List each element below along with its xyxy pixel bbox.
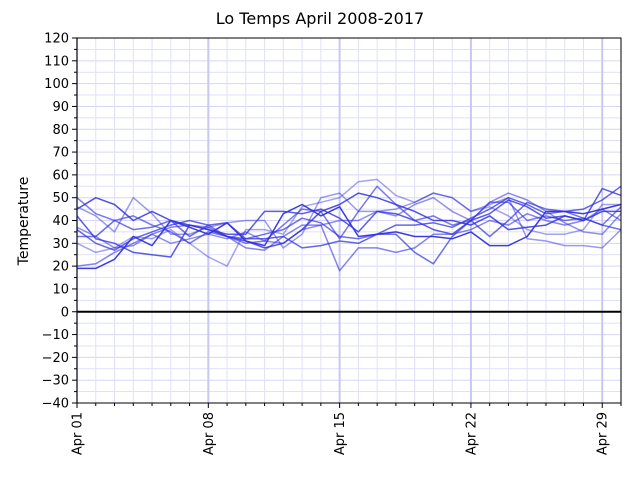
x-axis-ticks: Apr 01 Apr 08 Apr 15 Apr 22 Apr 29: [71, 403, 622, 455]
y-tick-label: 30: [52, 237, 69, 252]
y-tick-label: 10: [52, 282, 69, 297]
x-tick-label: Apr 01: [71, 412, 86, 455]
y-tick-label: 100: [44, 77, 69, 92]
series-lines: [76, 178, 622, 272]
y-tick-label: 70: [52, 146, 69, 161]
y-tick-label: −10: [42, 328, 69, 343]
y-tick-label: −20: [42, 351, 69, 366]
series-line-5: [77, 201, 622, 265]
series-line-4: [76, 185, 622, 251]
y-tick-label: 40: [52, 214, 69, 229]
x-tick-label: Apr 08: [202, 412, 217, 455]
y-tick-label: 120: [44, 32, 69, 47]
x-tick-label: Apr 22: [464, 412, 479, 455]
series-line-8: [76, 192, 622, 249]
y-tick-label: 90: [52, 100, 69, 115]
y-tick-label: 60: [52, 168, 69, 183]
y-axis-ticks: −40 −30 −20 −10 0 10 20 30 40 50 60 70 80 90 100 110 120: [42, 32, 77, 412]
y-tick-label: 110: [44, 54, 69, 69]
y-tick-label: 0: [61, 305, 69, 320]
x-tick-label: Apr 29: [596, 412, 611, 455]
series-line-1: [77, 203, 622, 270]
chart-title: Lo Temps April 2008-2017: [216, 9, 424, 28]
series-line-9: [76, 192, 622, 249]
y-tick-label: 50: [52, 191, 69, 206]
y-tick-label: 80: [52, 123, 69, 138]
series-line-2: [76, 192, 621, 249]
y-axis-label: Temperature: [16, 177, 32, 267]
series-line-10: [76, 178, 621, 267]
grid: [76, 37, 622, 404]
y-tick-label: 20: [52, 260, 69, 275]
series-line-7: [76, 208, 622, 272]
x-tick-label: Apr 15: [333, 412, 348, 455]
y-tick-label: −40: [42, 397, 69, 412]
y-tick-label: −30: [42, 374, 69, 389]
